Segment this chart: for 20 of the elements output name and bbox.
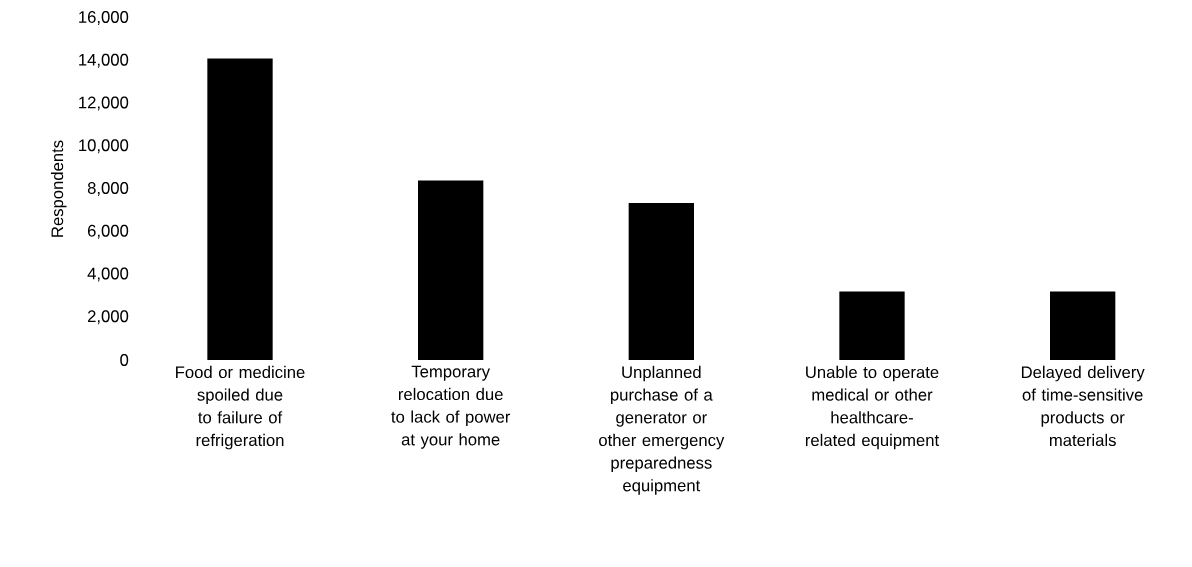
x-tick-label: Delayed delivery of time-sensitive products or materials xyxy=(1021,365,1145,447)
y-tick-label: 0 xyxy=(120,354,129,367)
x-tick-label: Unplanned purchase of a generator or other emergency preparedness equipment xyxy=(599,365,725,495)
y-tick-label: 10,000 xyxy=(79,139,129,154)
bar xyxy=(839,291,905,361)
y-tick-label: 6,000 xyxy=(87,225,129,239)
y-tick-label: 14,000 xyxy=(79,54,129,68)
x-tick-label: Unable to operate medical or other healthcare-related equipment xyxy=(805,365,940,450)
bar xyxy=(628,203,694,361)
x-tick-label: Temporary relocation due to lack of power at your home xyxy=(391,365,511,449)
y-tick-label: 12,000 xyxy=(79,96,129,111)
y-tick-label: 2,000 xyxy=(87,310,129,325)
y-tick-label: 4,000 xyxy=(87,267,129,282)
y-tick-label: 8,000 xyxy=(87,182,129,197)
y-axis-title: Respondents xyxy=(50,140,67,237)
bar xyxy=(207,58,273,361)
bar xyxy=(1050,291,1116,361)
y-tick-label: 16,000 xyxy=(79,11,129,26)
bar xyxy=(418,180,484,361)
x-tick-label: Food or medicine spoiled due to failure of refrigeration xyxy=(176,365,305,450)
